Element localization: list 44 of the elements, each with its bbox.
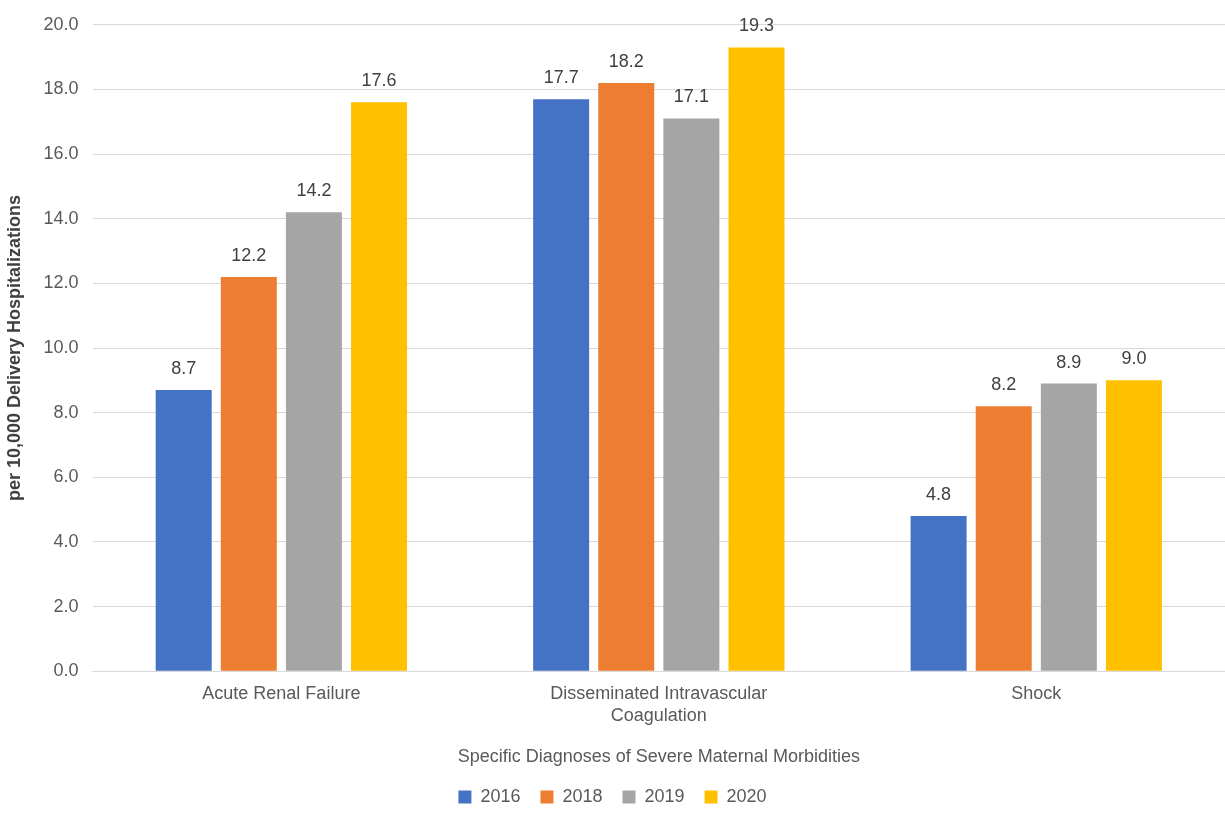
x-axis-title: Specific Diagnoses of Severe Maternal Morbidities <box>457 746 860 767</box>
legend-label: 2016 <box>480 785 521 806</box>
y-axis-title: per 10,000 Delivery Hospitalizations <box>3 194 24 502</box>
bar <box>220 276 277 671</box>
text: 12.2 <box>231 244 267 265</box>
text: 17.7 <box>543 67 579 88</box>
text: 17.6 <box>361 70 397 91</box>
text: 14.2 <box>296 180 332 201</box>
y-tick-label: 2.0 <box>53 595 79 616</box>
bar <box>1040 383 1097 671</box>
y-tick-label: 14.0 <box>43 207 79 228</box>
y-tick-label: 6.0 <box>53 466 79 487</box>
bar <box>910 516 967 671</box>
text: 18.2 <box>608 50 644 71</box>
y-tick-label: 0.0 <box>53 660 79 681</box>
text: 4.8 <box>926 484 952 505</box>
y-tick-label: 18.0 <box>43 78 79 99</box>
legend-label: 2020 <box>726 785 767 806</box>
legend-label: 2018 <box>562 785 603 806</box>
y-tick-label: 8.0 <box>53 401 79 422</box>
y-tick-label: 20.0 <box>43 13 79 34</box>
bar <box>155 390 212 671</box>
bar <box>663 118 720 671</box>
text: 19.3 <box>738 15 775 36</box>
y-tick-label: 12.0 <box>43 272 79 293</box>
x-tick-label: Shock <box>1011 682 1063 703</box>
y-tick-label: 10.0 <box>43 336 79 357</box>
text: 8.2 <box>991 374 1017 395</box>
text: 9.0 <box>1121 348 1147 369</box>
bar <box>285 212 342 671</box>
bar <box>533 99 590 671</box>
text: 17.1 <box>673 86 709 107</box>
text: 8.7 <box>171 357 197 378</box>
bar <box>351 102 408 671</box>
bar <box>1105 380 1162 671</box>
text: 8.9 <box>1056 351 1082 372</box>
legend-label: 2019 <box>644 785 685 806</box>
x-tick-label: Disseminated Intravascular Coagulation <box>550 682 768 725</box>
bar <box>598 82 655 671</box>
y-tick-label: 16.0 <box>43 143 79 164</box>
y-tick-label: 4.0 <box>53 530 79 551</box>
bar <box>728 47 785 671</box>
bar <box>975 406 1032 671</box>
x-tick-label: Acute Renal Failure <box>202 682 361 703</box>
